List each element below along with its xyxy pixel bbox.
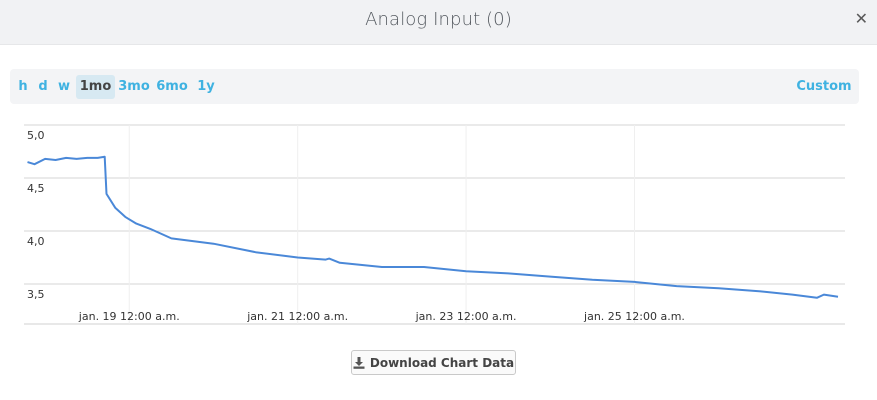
y-tick-label: 3,5 xyxy=(27,288,45,301)
x-tick-label: jan. 25 12:00 a.m. xyxy=(583,310,685,323)
y-tick-label: 4,5 xyxy=(27,182,45,195)
dialog-header: Analog Input (0) ✕ xyxy=(0,0,877,45)
y-tick-label: 5,0 xyxy=(27,129,45,142)
range-button-h[interactable]: h xyxy=(18,79,28,94)
time-range-bar: h d w 1mo 3mo 6mo 1y Custom xyxy=(10,69,859,104)
range-button-w[interactable]: w xyxy=(57,79,70,94)
range-button-6mo[interactable]: 6mo xyxy=(156,79,188,94)
custom-range-button[interactable]: Custom xyxy=(796,79,852,94)
range-button-1mo[interactable]: 1mo xyxy=(76,75,115,99)
download-button-label: Download Chart Data xyxy=(369,355,515,370)
range-button-d[interactable]: d xyxy=(38,79,48,94)
y-tick-label: 4,0 xyxy=(27,235,45,248)
download-chart-data-button[interactable]: Download Chart Data xyxy=(351,350,516,375)
range-button-1y[interactable]: 1y xyxy=(197,79,215,94)
x-tick-label: jan. 19 12:00 a.m. xyxy=(78,310,180,323)
dialog-title: Analog Input (0) xyxy=(365,9,512,30)
x-tick-label: jan. 23 12:00 a.m. xyxy=(415,310,517,323)
close-icon[interactable]: ✕ xyxy=(854,9,868,28)
series-line xyxy=(27,155,839,299)
range-button-3mo[interactable]: 3mo xyxy=(118,79,150,94)
chart-canvas: 5,0 4,5 4,0 3,5 jan. 19 12:00 a.m. jan. 21 12… xyxy=(24,124,845,325)
download-icon xyxy=(353,356,365,369)
analog-input-chart: 5,0 4,5 4,0 3,5 jan. 19 12:00 a.m. jan. 21 12… xyxy=(0,110,877,335)
x-tick-label: jan. 21 12:00 a.m. xyxy=(246,310,348,323)
